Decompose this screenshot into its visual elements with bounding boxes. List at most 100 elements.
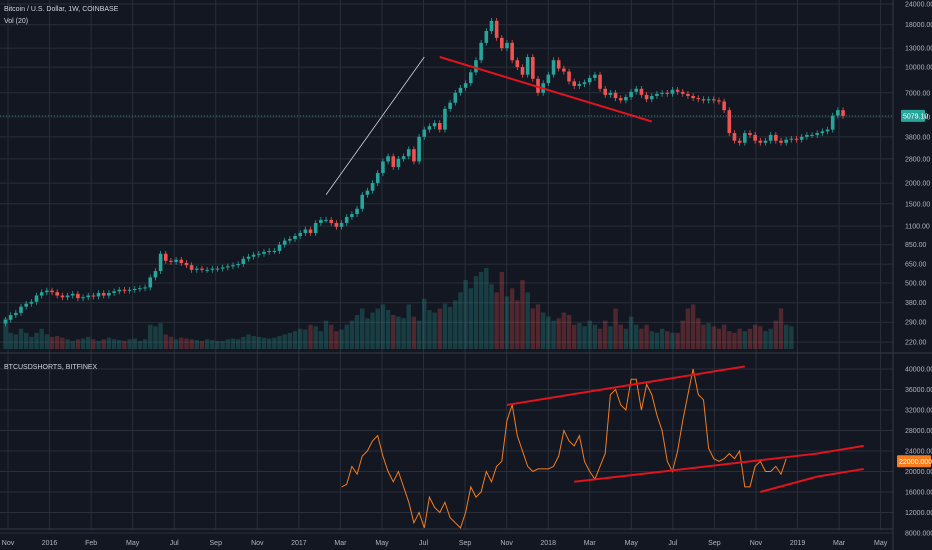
- volume-bar: [727, 331, 732, 349]
- volume-bar: [504, 296, 510, 349]
- candle-body: [406, 149, 411, 157]
- volume-bar: [96, 340, 101, 349]
- volume-label: Vol (20): [4, 18, 28, 25]
- candle-body: [469, 72, 473, 84]
- volume-bar: [370, 312, 375, 349]
- y-tick-label: 650.00: [905, 262, 927, 269]
- volume-bar: [173, 339, 179, 349]
- x-tick-label: Jul: [419, 540, 428, 547]
- volume-bar: [101, 339, 106, 349]
- candle-body: [375, 172, 380, 184]
- candle-body: [489, 20, 494, 32]
- candle-body: [706, 99, 711, 101]
- candle-body: [339, 222, 344, 227]
- volume-bar: [406, 304, 411, 349]
- x-tick-label: May: [375, 540, 389, 547]
- y-tick-label: 24000.00: [905, 2, 932, 9]
- candle-body: [743, 133, 747, 143]
- volume-bar: [75, 339, 81, 349]
- candle-body: [174, 259, 178, 262]
- candle-body: [386, 156, 390, 162]
- candle-body: [598, 74, 602, 89]
- volume-bar: [422, 298, 427, 349]
- x-tick-label: Mar: [584, 540, 597, 547]
- candle-body: [794, 138, 799, 140]
- x-tick-label: Jul: [668, 540, 677, 547]
- candle-body: [841, 110, 845, 116]
- shorts-line: [341, 368, 787, 529]
- candle-body: [448, 102, 452, 109]
- volume-bar: [184, 338, 189, 349]
- candle-body: [158, 253, 163, 272]
- volume-bar: [768, 328, 773, 349]
- volume-bar: [535, 304, 541, 349]
- candle-body: [396, 158, 401, 167]
- candle-body: [562, 68, 566, 72]
- volume-bar: [266, 338, 272, 349]
- volume-bar: [349, 320, 355, 349]
- volume-bar: [758, 326, 763, 349]
- candle-body: [246, 256, 251, 259]
- volume-bar: [572, 324, 577, 349]
- candle-body: [417, 136, 421, 162]
- candle-body: [370, 183, 375, 191]
- volume-bar: [783, 324, 789, 349]
- candle-body: [820, 131, 825, 134]
- y-tick-label: 13000.00: [905, 46, 932, 53]
- volume-bar: [566, 314, 572, 349]
- candle-body: [360, 194, 365, 209]
- candle-body: [60, 295, 65, 298]
- volume-bar: [18, 328, 24, 349]
- candle-body: [634, 88, 639, 92]
- candle-body: [205, 269, 209, 271]
- volume-bar: [344, 324, 349, 349]
- x-tick-label: Sep: [210, 540, 223, 547]
- volume-bar: [711, 326, 716, 349]
- volume-bar: [597, 328, 603, 349]
- volume-bar: [215, 340, 220, 349]
- candle-body: [494, 20, 499, 38]
- candle-body: [303, 229, 308, 234]
- volume-bar: [447, 306, 453, 349]
- candle-body: [753, 134, 757, 141]
- candle-body: [624, 97, 628, 101]
- trendlines: [0, 56, 893, 196]
- y-tick-label: 850.00: [905, 242, 927, 249]
- volume-bar: [670, 332, 675, 349]
- x-tick-label: Nov: [2, 540, 15, 547]
- candle-body: [391, 156, 396, 167]
- candle-body: [737, 140, 742, 143]
- candle-body: [722, 101, 726, 111]
- x-tick-label: May: [874, 540, 888, 547]
- volume-bar: [308, 324, 313, 349]
- volume-bar: [515, 300, 520, 349]
- volume-bar: [685, 308, 691, 349]
- volume-bar: [468, 288, 473, 349]
- volume-bar: [199, 340, 205, 349]
- candle-body: [29, 301, 34, 304]
- candle-body: [670, 89, 675, 94]
- volume-bar: [489, 284, 494, 349]
- candle-body: [815, 133, 819, 135]
- last-price-badge: [901, 109, 925, 122]
- volume-bar: [752, 324, 758, 349]
- candle-body: [655, 93, 659, 96]
- volume-bar: [644, 324, 649, 349]
- x-tick-label: 2016: [42, 540, 58, 547]
- support-trendline: [325, 56, 425, 196]
- candle-body: [432, 123, 437, 127]
- candle-body: [505, 42, 509, 49]
- volume-bar: [246, 334, 251, 349]
- volume-bar: [380, 304, 386, 349]
- candle-body: [179, 259, 184, 263]
- candle-body: [810, 134, 814, 136]
- candle-body: [132, 288, 137, 290]
- indicator-tick-label: 20000.0000: [905, 469, 932, 476]
- volume-bar: [721, 324, 727, 349]
- volume-bar: [747, 328, 753, 349]
- candle-body: [593, 74, 597, 78]
- volume-bar: [256, 336, 262, 349]
- indicator-tick-label: 16000.0000: [905, 490, 932, 497]
